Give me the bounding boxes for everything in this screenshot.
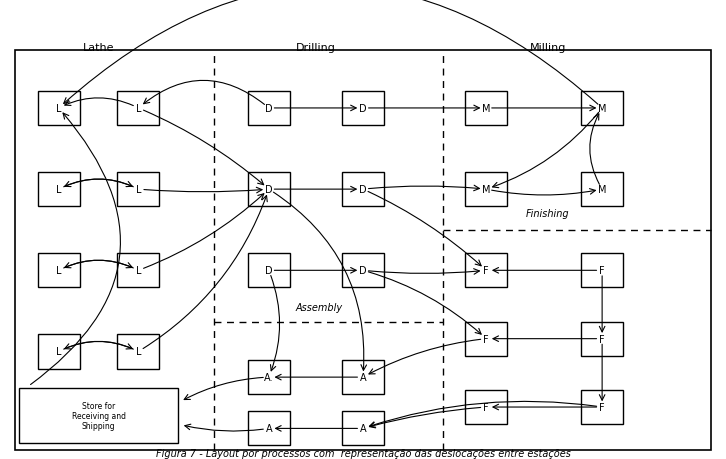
Text: M: M — [482, 185, 491, 195]
Text: L: L — [56, 104, 62, 114]
FancyBboxPatch shape — [248, 360, 290, 394]
Text: L: L — [56, 266, 62, 276]
Text: L: L — [136, 347, 141, 357]
Text: A: A — [359, 424, 367, 433]
FancyBboxPatch shape — [248, 411, 290, 446]
Text: F: F — [599, 402, 605, 412]
FancyBboxPatch shape — [19, 388, 178, 443]
FancyBboxPatch shape — [465, 322, 507, 356]
FancyBboxPatch shape — [248, 92, 290, 126]
FancyBboxPatch shape — [465, 173, 507, 207]
FancyBboxPatch shape — [465, 254, 507, 288]
Text: L: L — [56, 347, 62, 357]
FancyBboxPatch shape — [248, 173, 290, 207]
Text: Drilling: Drilling — [296, 43, 336, 53]
Text: A.: A. — [264, 372, 274, 382]
Text: F: F — [484, 334, 489, 344]
FancyBboxPatch shape — [118, 335, 160, 369]
FancyBboxPatch shape — [581, 390, 623, 424]
FancyBboxPatch shape — [248, 254, 290, 288]
Text: D: D — [359, 185, 367, 195]
Text: Assembly: Assembly — [296, 302, 343, 313]
Text: L: L — [136, 185, 141, 195]
FancyBboxPatch shape — [342, 173, 384, 207]
FancyBboxPatch shape — [581, 173, 623, 207]
Text: A: A — [359, 372, 367, 382]
Text: Store for
Receiving and
Shipping: Store for Receiving and Shipping — [72, 401, 126, 431]
FancyBboxPatch shape — [15, 51, 711, 450]
Text: D: D — [265, 104, 273, 114]
Text: M: M — [598, 104, 606, 114]
Text: L: L — [56, 185, 62, 195]
Text: M: M — [482, 104, 491, 114]
FancyBboxPatch shape — [465, 92, 507, 126]
FancyBboxPatch shape — [118, 92, 160, 126]
FancyBboxPatch shape — [342, 411, 384, 446]
FancyBboxPatch shape — [118, 254, 160, 288]
Text: F: F — [484, 266, 489, 276]
FancyBboxPatch shape — [342, 92, 384, 126]
Text: L: L — [136, 104, 141, 114]
FancyBboxPatch shape — [342, 360, 384, 394]
Text: M: M — [598, 185, 606, 195]
Text: D: D — [359, 266, 367, 276]
FancyBboxPatch shape — [581, 322, 623, 356]
FancyBboxPatch shape — [581, 254, 623, 288]
Text: Finishing: Finishing — [526, 209, 570, 219]
Text: L: L — [136, 266, 141, 276]
Text: D: D — [359, 104, 367, 114]
FancyBboxPatch shape — [581, 92, 623, 126]
FancyBboxPatch shape — [38, 254, 80, 288]
Text: Milling: Milling — [529, 43, 566, 53]
FancyBboxPatch shape — [38, 173, 80, 207]
FancyBboxPatch shape — [38, 335, 80, 369]
Text: Lathe: Lathe — [83, 43, 114, 53]
FancyBboxPatch shape — [118, 173, 160, 207]
Text: A: A — [266, 424, 272, 433]
Text: D: D — [265, 266, 273, 276]
FancyBboxPatch shape — [342, 254, 384, 288]
Text: D: D — [265, 185, 273, 195]
FancyBboxPatch shape — [465, 390, 507, 424]
FancyBboxPatch shape — [38, 92, 80, 126]
Text: F: F — [484, 402, 489, 412]
Text: F: F — [599, 334, 605, 344]
Text: Figura 7 - Layout por processos com  representação das deslocações entre estaçõe: Figura 7 - Layout por processos com repr… — [155, 448, 571, 458]
Text: F: F — [599, 266, 605, 276]
